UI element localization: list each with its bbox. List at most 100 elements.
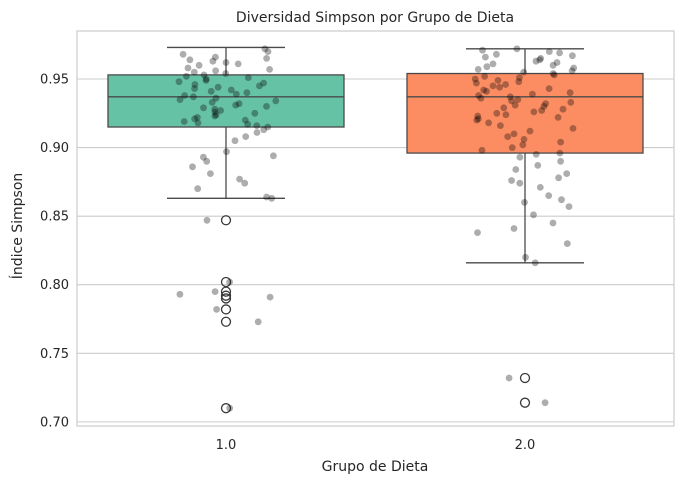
data-point bbox=[505, 374, 513, 382]
data-point bbox=[538, 107, 546, 114]
x-axis-title: Grupo de Dieta bbox=[322, 459, 429, 475]
data-point bbox=[200, 153, 207, 161]
data-point bbox=[263, 193, 270, 201]
data-point bbox=[482, 53, 489, 61]
data-point bbox=[202, 75, 210, 83]
data-point bbox=[504, 133, 512, 141]
data-point bbox=[545, 48, 553, 55]
data-point bbox=[485, 119, 492, 127]
data-point bbox=[212, 94, 220, 102]
data-point bbox=[497, 122, 504, 129]
y-tick-label: 0.90 bbox=[40, 141, 69, 156]
data-point bbox=[481, 72, 488, 80]
data-point bbox=[556, 149, 564, 157]
data-point bbox=[200, 104, 207, 112]
data-point bbox=[520, 136, 528, 143]
data-point bbox=[272, 97, 280, 105]
data-point bbox=[256, 82, 263, 90]
data-point bbox=[212, 67, 220, 75]
data-point bbox=[226, 278, 234, 286]
data-point bbox=[540, 103, 548, 110]
data-point bbox=[516, 179, 524, 187]
data-point bbox=[519, 141, 527, 149]
data-point bbox=[195, 61, 203, 69]
data-point bbox=[493, 50, 500, 58]
data-point bbox=[530, 108, 538, 116]
data-point bbox=[483, 87, 490, 95]
y-tick-labels: 0.70 0.75 0.80 0.85 0.90 0.95 bbox=[40, 73, 69, 431]
data-point bbox=[234, 60, 242, 68]
data-point bbox=[191, 115, 199, 123]
y-tick-label: 0.70 bbox=[40, 415, 69, 430]
data-point bbox=[223, 148, 230, 156]
data-point bbox=[537, 55, 545, 62]
data-point bbox=[500, 104, 508, 112]
iqr-box bbox=[107, 74, 345, 128]
data-point bbox=[555, 174, 562, 182]
data-point bbox=[266, 293, 274, 301]
data-point bbox=[266, 66, 273, 73]
data-point bbox=[545, 85, 553, 92]
data-point bbox=[522, 253, 529, 261]
data-point bbox=[506, 93, 514, 101]
data-point bbox=[554, 114, 562, 121]
data-point bbox=[242, 133, 250, 141]
data-point bbox=[483, 63, 491, 71]
data-point bbox=[521, 199, 528, 206]
data-point bbox=[203, 216, 211, 224]
data-point bbox=[208, 98, 216, 106]
data-point bbox=[200, 71, 208, 79]
data-point bbox=[478, 146, 486, 154]
data-point bbox=[211, 288, 219, 295]
data-point bbox=[566, 89, 574, 97]
data-point bbox=[565, 203, 573, 211]
data-point bbox=[244, 120, 252, 128]
data-point bbox=[194, 185, 202, 193]
data-point bbox=[180, 118, 188, 125]
data-point bbox=[508, 177, 515, 184]
data-point bbox=[512, 166, 520, 173]
data-point bbox=[191, 85, 199, 92]
data-point bbox=[536, 56, 544, 64]
data-point bbox=[563, 170, 571, 178]
y-tick-label: 0.75 bbox=[40, 347, 69, 362]
data-point bbox=[534, 162, 542, 169]
data-point bbox=[567, 98, 575, 106]
data-point bbox=[190, 68, 198, 76]
data-point bbox=[263, 103, 270, 110]
data-point bbox=[251, 109, 259, 117]
data-point bbox=[494, 77, 502, 84]
data-point bbox=[222, 59, 230, 66]
data-point bbox=[479, 46, 486, 54]
data-point bbox=[532, 151, 540, 158]
data-point bbox=[236, 175, 244, 183]
data-point bbox=[508, 144, 516, 152]
data-point bbox=[511, 101, 519, 109]
data-point bbox=[194, 114, 201, 121]
data-point bbox=[202, 77, 210, 84]
data-point bbox=[542, 100, 549, 108]
data-point bbox=[243, 89, 251, 97]
data-point bbox=[520, 68, 528, 76]
data-point bbox=[191, 81, 199, 88]
data-point bbox=[474, 112, 482, 120]
data-point bbox=[510, 130, 518, 138]
data-point bbox=[181, 92, 189, 99]
data-point bbox=[217, 107, 225, 114]
x-tick-label: 2.0 bbox=[515, 438, 536, 453]
data-point bbox=[508, 97, 515, 105]
data-point bbox=[471, 75, 479, 83]
data-point bbox=[513, 45, 521, 53]
data-point bbox=[541, 399, 549, 407]
data-point bbox=[260, 126, 268, 134]
boxes-layer bbox=[107, 46, 644, 414]
data-point bbox=[183, 72, 190, 80]
data-point bbox=[264, 48, 272, 55]
data-point bbox=[530, 211, 537, 219]
data-point bbox=[545, 192, 553, 200]
data-point bbox=[568, 67, 576, 75]
outlier-marker bbox=[220, 286, 232, 297]
data-point bbox=[473, 116, 481, 124]
x-tick-label: 1.0 bbox=[216, 438, 237, 453]
outlier-marker bbox=[220, 293, 232, 304]
